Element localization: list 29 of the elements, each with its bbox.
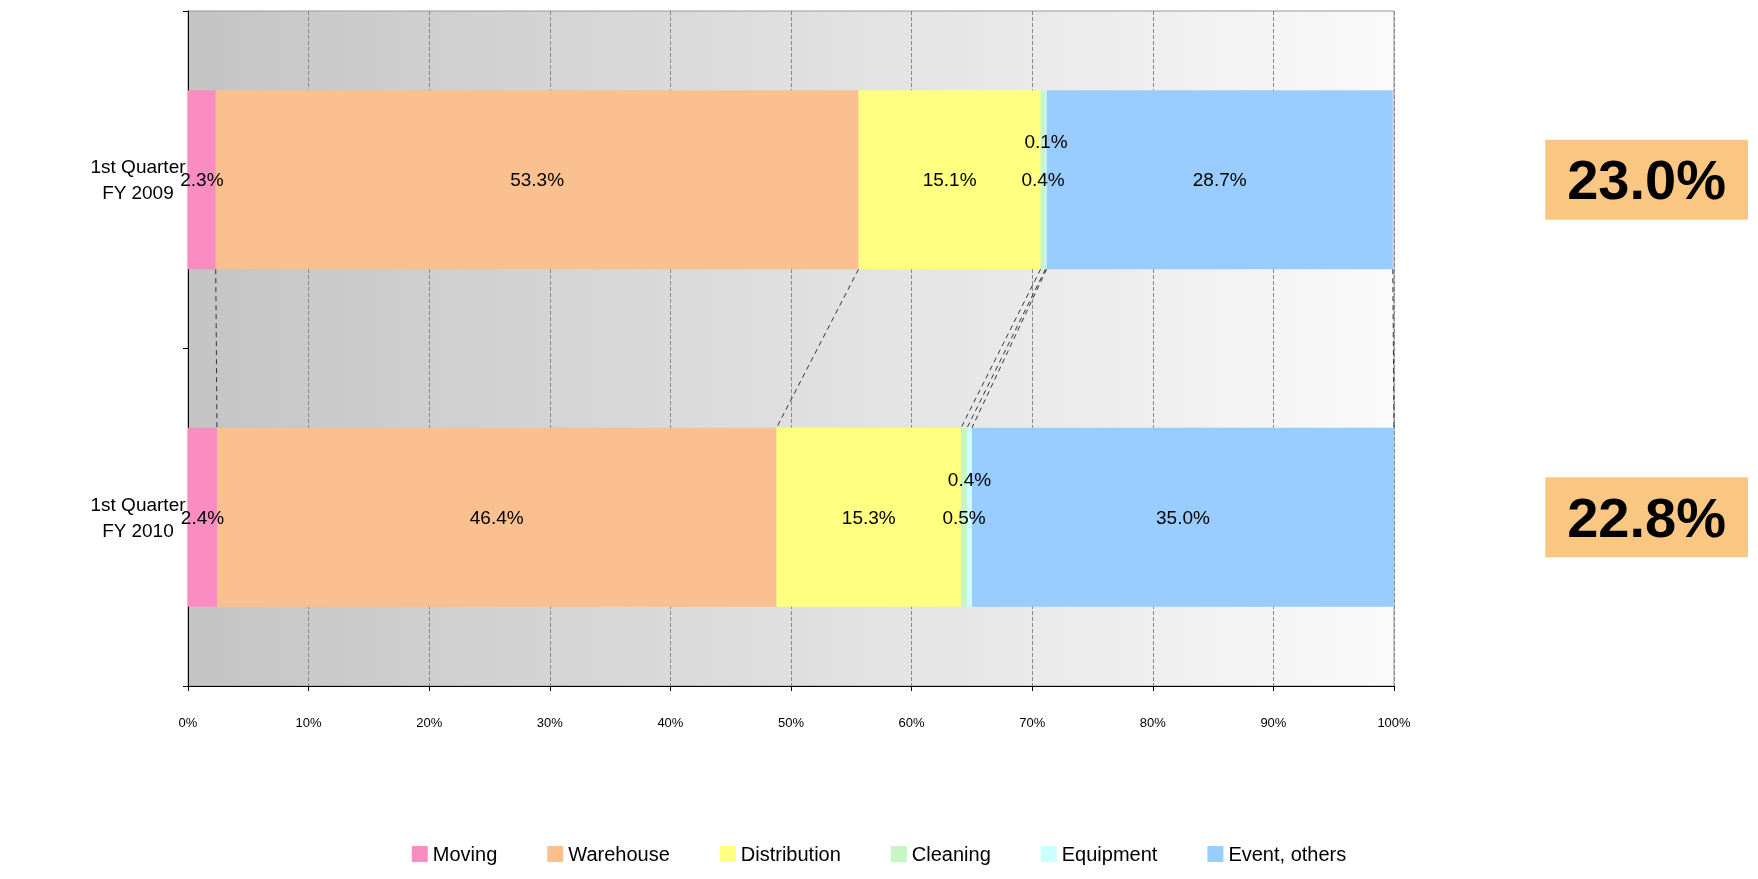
legend-label: Warehouse xyxy=(568,843,670,865)
data-label: 28.7% xyxy=(1192,169,1247,191)
legend-label: Equipment xyxy=(1061,843,1158,865)
legend-label: Distribution xyxy=(740,843,841,865)
data-label: 15.1% xyxy=(922,169,977,191)
legend-label: Event, others xyxy=(1228,843,1347,865)
x-tick-label: 20% xyxy=(416,715,443,730)
x-tick-label: 30% xyxy=(536,715,564,730)
data-label: 0.5% xyxy=(942,506,986,528)
legend-label: Cleaning xyxy=(911,843,991,865)
data-label: 46.4% xyxy=(469,506,524,528)
x-tick-label: 70% xyxy=(1019,715,1046,730)
x-tick-label: 100% xyxy=(1377,715,1412,730)
data-label: 0.1% xyxy=(1024,131,1068,153)
x-tick-label: 10% xyxy=(295,715,323,730)
text: 22.8% xyxy=(1567,485,1727,549)
data-label: 0.4% xyxy=(1021,169,1065,191)
x-tick-label: 80% xyxy=(1139,715,1167,730)
data-label: 35.0% xyxy=(1156,506,1210,528)
legend-label: Moving xyxy=(432,843,498,865)
x-tick-label: 90% xyxy=(1260,715,1287,730)
x-tick-label: 50% xyxy=(777,715,805,730)
data-label: 15.3% xyxy=(841,506,896,528)
x-tick-label: 60% xyxy=(898,715,926,730)
x-tick-label: 0% xyxy=(178,715,198,730)
text: 23.0% xyxy=(1567,148,1727,212)
data-label: 0.4% xyxy=(947,468,992,490)
x-tick-label: 40% xyxy=(657,715,684,730)
data-label: 53.3% xyxy=(510,169,565,191)
